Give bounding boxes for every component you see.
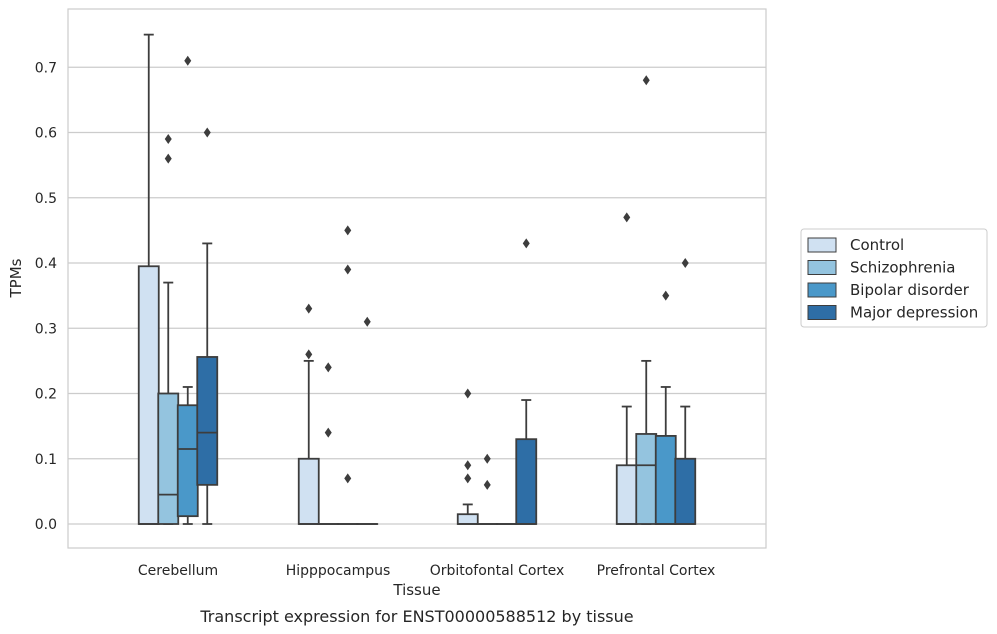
box-iqr — [456, 513, 479, 525]
box-schizophrenia — [476, 453, 499, 525]
legend-label: Schizophrenia — [850, 259, 955, 277]
outlier-point — [324, 427, 332, 438]
legend-box — [800, 228, 988, 328]
box-iqr — [137, 265, 160, 525]
plot-marks — [137, 33, 697, 525]
outlier-point — [184, 55, 192, 66]
outlier-point — [642, 75, 650, 86]
box-control — [615, 212, 638, 525]
chart-caption: Transcript expression for ENST0000058851… — [199, 607, 633, 626]
box-control — [137, 33, 160, 525]
x-tick-label: Prefrontal Cortex — [597, 563, 716, 579]
legend-label: Bipolar disorder — [850, 281, 970, 299]
box-schizophrenia — [157, 134, 180, 525]
y-tick-label: 0.7 — [35, 60, 57, 76]
box-iqr — [515, 438, 538, 525]
box-iqr — [635, 433, 658, 525]
outlier-point — [623, 212, 631, 223]
y-tick-label: 0.6 — [35, 126, 57, 142]
box-iqr — [674, 457, 697, 525]
outlier-point — [483, 479, 491, 490]
x-tick-label: Cerebellum — [138, 563, 218, 579]
outlier-point — [522, 238, 530, 249]
legend-label: Control — [850, 236, 904, 254]
box-major-depression — [196, 127, 219, 525]
outlier-point — [483, 453, 491, 464]
outlier-point — [305, 303, 313, 314]
box-control — [456, 388, 479, 525]
box-iqr — [654, 435, 677, 525]
y-tick-label: 0.5 — [35, 191, 57, 207]
box-major-depression — [515, 238, 538, 525]
outlier-point — [203, 127, 211, 138]
outlier-point — [464, 388, 472, 399]
y-axis-label: TPMs — [7, 258, 25, 298]
legend-swatch — [807, 305, 837, 320]
y-axis-ticks: 0.0 0.1 0.2 0.3 0.4 0.5 0.6 0.7 — [35, 60, 57, 533]
outlier-point — [662, 290, 670, 301]
box-iqr — [297, 457, 320, 525]
x-axis-label: Tissue — [392, 581, 440, 599]
x-tick-label: Orbitofontal Cortex — [430, 563, 565, 579]
box-major-depression — [356, 316, 379, 525]
legend-swatch — [807, 260, 837, 275]
y-tick-label: 0.4 — [35, 256, 57, 272]
plot-frame — [67, 8, 767, 549]
x-axis-ticks: Cerebellum Hipppocampus Orbitofontal Corte… — [138, 563, 715, 579]
outlier-point — [363, 316, 371, 327]
y-tick-label: 0.2 — [35, 387, 57, 403]
box-major-depression — [674, 258, 697, 525]
y-tick-label: 0.0 — [35, 517, 57, 533]
box-schizophrenia — [635, 75, 658, 525]
outlier-point — [344, 225, 352, 236]
outlier-point — [164, 134, 172, 145]
y-tick-label: 0.3 — [35, 321, 57, 337]
outlier-point — [344, 264, 352, 275]
outlier-point — [305, 349, 313, 360]
box-iqr — [615, 464, 638, 525]
outlier-point — [464, 460, 472, 471]
box-bipolar-disorder — [654, 290, 677, 525]
box-iqr — [157, 392, 180, 525]
outlier-point — [324, 362, 332, 373]
outlier-point — [464, 473, 472, 484]
outlier-point — [681, 258, 689, 268]
x-tick-label: Hipppocampus — [286, 563, 391, 579]
legend: Control Schizophrenia Bipolar disorder Majo… — [800, 228, 988, 328]
legend-swatch — [807, 237, 837, 253]
outlier-point — [344, 473, 352, 484]
legend-label: Major depression — [850, 304, 978, 322]
box-iqr — [176, 404, 199, 518]
outlier-point — [164, 153, 172, 164]
box-schizophrenia — [317, 362, 340, 525]
box-control — [297, 303, 320, 525]
legend-swatch — [807, 282, 837, 298]
box-bipolar-disorder — [176, 55, 199, 525]
y-tick-label: 0.1 — [35, 452, 57, 468]
box-bipolar-disorder — [336, 225, 359, 525]
box-iqr — [196, 356, 219, 486]
